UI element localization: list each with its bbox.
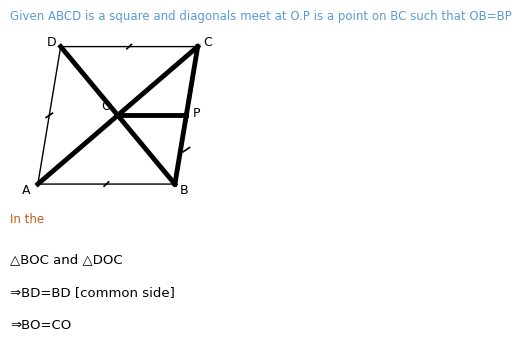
Text: A: A: [22, 184, 31, 197]
Text: B: B: [180, 184, 188, 197]
Text: C: C: [204, 36, 212, 49]
Text: Given ABCD is a square and diagonals meet at O.P is a point on BC such that OB=B: Given ABCD is a square and diagonals mee…: [10, 10, 512, 23]
Text: D: D: [47, 36, 56, 49]
Text: ⇒BO=CO: ⇒BO=CO: [10, 319, 72, 332]
Text: △BOC and △DOC: △BOC and △DOC: [10, 253, 123, 266]
Text: ⇒BD=BD [common side]: ⇒BD=BD [common side]: [10, 286, 175, 299]
Text: O: O: [101, 100, 111, 113]
Text: P: P: [193, 107, 200, 120]
Text: In the: In the: [10, 213, 44, 226]
